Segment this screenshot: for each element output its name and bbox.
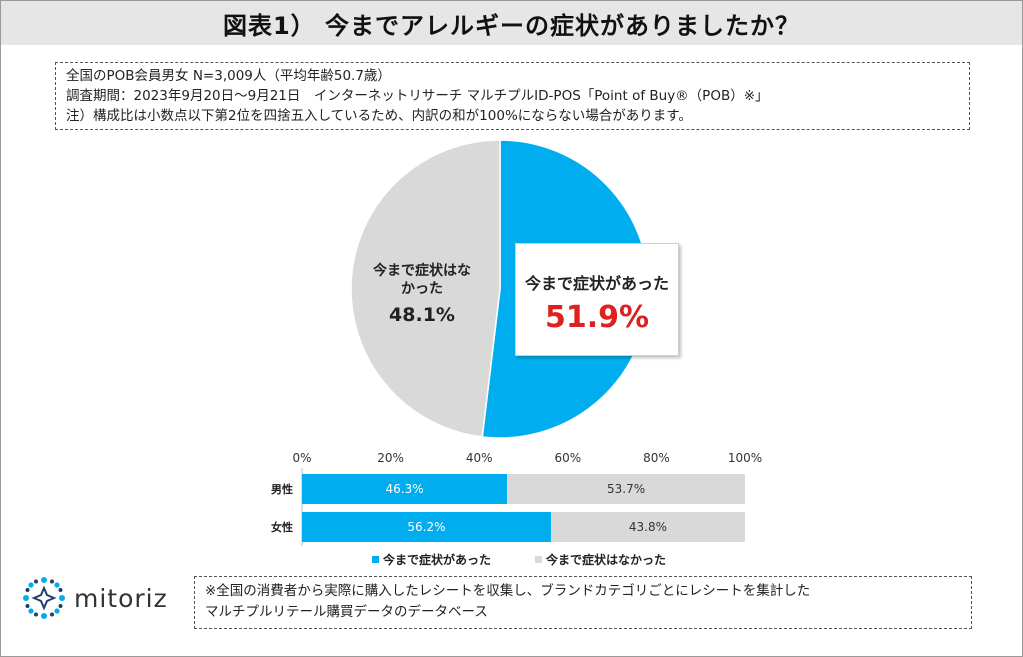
footnote-line-1: ※全国の消費者から実際に購入したレシートを収集し、ブランドカテゴリごとにレシート… [205, 583, 811, 599]
pie-label-no-text-line: 今まで症状はな [373, 263, 471, 279]
pie-callout-yes: 今まで症状があった 51.9% [515, 243, 679, 356]
pie-label-no-value: 48.1% [389, 304, 455, 326]
logo-mark-icon [23, 577, 65, 619]
pie-label-yes-text: 今まで症状があった [524, 274, 669, 293]
survey-notes: 全国のPOB会員男女 N=3,009人（平均年齢50.7歳） 調査期間：2023… [55, 62, 970, 130]
logo-text: mitoriz [74, 583, 168, 613]
footnote-box: ※全国の消費者から実際に購入したレシートを収集し、ブランドカテゴリごとにレシート… [194, 576, 972, 629]
legend-swatch-no [535, 556, 543, 563]
bar-legend: 今まで症状があった 今まで症状はなかった [372, 551, 666, 568]
legend-swatch-yes [372, 556, 379, 563]
legend-item-yes: 今まで症状があった [372, 551, 491, 568]
chart-title: 図表1） 今までアレルギーの症状がありましたか？ [222, 11, 801, 40]
mitoriz-logo: mitoriz [22, 576, 168, 620]
note-line-period: 調査期間：2023年9月20日〜9月21日 インターネットリサーチ マルチプルI… [66, 88, 769, 104]
pie-label-no: 今まで症状はな かった 48.1% [366, 262, 478, 326]
title-bar: 図表1） 今までアレルギーの症状がありましたか？ [1, 1, 1022, 45]
footnote-line-2: マルチプルリテール購買データのデータベース [205, 604, 488, 620]
note-line-sample: 全国のPOB会員男女 N=3,009人（平均年齢50.7歳） [66, 68, 391, 84]
legend-label-yes: 今まで症状があった [383, 553, 492, 567]
legend-item-no: 今まで症状はなかった [535, 551, 666, 568]
pie-label-no-text-line: かった [401, 281, 443, 297]
pie-label-no-text: 今まで症状はな かった [366, 262, 478, 298]
pie-label-yes-value: 51.9% [544, 300, 650, 335]
note-line-rounding: 注）構成比は小数点以下第2位を四捨五入しているため、内訳の和が100%にならない… [66, 108, 692, 124]
pie-slice-no [351, 140, 501, 438]
legend-label-no: 今まで症状はなかった [546, 553, 667, 567]
